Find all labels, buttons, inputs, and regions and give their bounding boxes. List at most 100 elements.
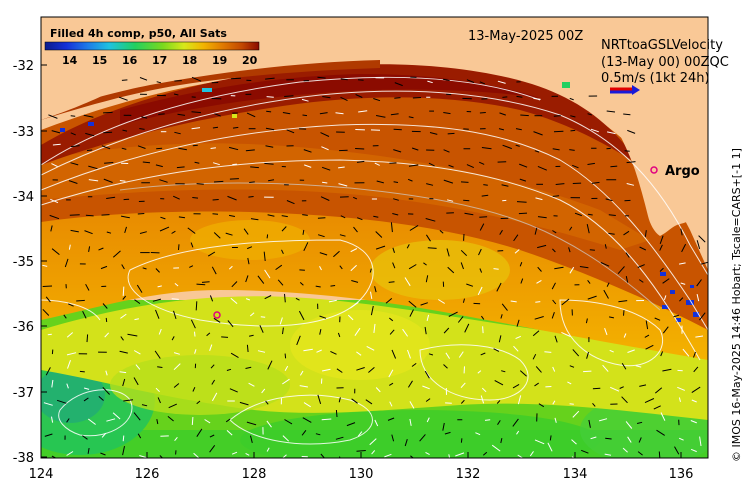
velocity-arrow	[424, 326, 427, 335]
velocity-arrow	[387, 417, 395, 421]
velocity-arrow	[211, 379, 216, 385]
velocity-arrow	[299, 385, 308, 388]
velocity-arrow	[520, 278, 524, 284]
velocity-arrow	[250, 435, 253, 444]
velocity-arrow	[569, 365, 575, 368]
velocity-arrow	[194, 349, 197, 354]
velocity-arrow	[42, 264, 48, 267]
velocity-arrow	[389, 382, 394, 386]
velocity-arrow	[411, 362, 417, 367]
velocity-arrow	[191, 76, 202, 82]
colorbar-tick: 17	[152, 54, 167, 67]
velocity-arrow	[443, 149, 450, 153]
velocity-arrow	[229, 178, 239, 180]
velocity-arrow	[112, 250, 121, 258]
velocity-arrow	[438, 299, 445, 304]
velocity-arrow	[139, 455, 147, 458]
velocity-arrow	[392, 213, 399, 216]
y-tick-label: -36	[13, 320, 34, 335]
velocity-arrow	[213, 317, 221, 323]
velocity-arrow	[408, 264, 417, 270]
velocity-arrow	[303, 402, 311, 408]
velocity-arrow	[267, 214, 275, 217]
velocity-arrow	[268, 179, 275, 182]
velocity-arrow	[232, 126, 239, 129]
velocity-arrow	[425, 275, 429, 283]
velocity-arrow	[320, 453, 325, 458]
velocity-arrow	[133, 412, 141, 421]
y-tick-label: -33	[13, 125, 34, 140]
velocity-arrow	[484, 419, 491, 421]
velocity-arrow	[122, 295, 127, 300]
velocity-arrow	[408, 164, 419, 167]
velocity-arrow	[229, 214, 235, 217]
velocity-arrow	[119, 350, 128, 354]
velocity-arrow	[460, 438, 463, 443]
velocity-arrow	[602, 364, 609, 372]
velocity-arrow	[678, 397, 681, 403]
velocity-arrow	[303, 149, 312, 153]
velocity-arrow	[551, 312, 555, 319]
x-tick-label: 132	[456, 467, 481, 482]
velocity-arrow	[104, 332, 110, 338]
velocity-arrow	[249, 181, 255, 183]
velocity-arrow	[498, 335, 502, 343]
velocity-arrow	[534, 150, 540, 153]
velocity-arrow	[572, 164, 579, 169]
velocity-arrow	[680, 282, 686, 285]
velocity-arrow	[87, 418, 96, 425]
velocity-arrow	[230, 352, 239, 359]
velocity-arrow	[82, 310, 87, 319]
velocity-arrow	[659, 267, 664, 272]
velocity-arrow	[85, 132, 95, 137]
date-label: 13-May-2025 00Z	[468, 29, 583, 44]
velocity-arrow	[119, 180, 126, 182]
velocity-arrow	[393, 198, 399, 201]
velocity-arrow	[211, 392, 218, 402]
velocity-arrow	[636, 421, 643, 424]
velocity-arrow	[553, 130, 564, 133]
velocity-arrow	[462, 298, 465, 303]
velocity-arrow	[299, 282, 304, 286]
velocity-arrow	[134, 318, 139, 321]
velocity-arrow	[370, 291, 373, 299]
velocity-arrow	[609, 349, 614, 353]
velocity-arrow	[356, 351, 362, 356]
velocity-arrow	[319, 252, 328, 256]
velocity-arrow	[264, 295, 272, 300]
velocity-arrow	[419, 434, 426, 442]
velocity-arrow	[696, 293, 700, 302]
velocity-arrow	[516, 201, 527, 203]
velocity-arrow	[552, 148, 560, 151]
velocity-arrow	[134, 299, 141, 305]
velocity-arrow	[554, 266, 564, 270]
velocity-arrow	[574, 212, 582, 217]
velocity-arrow	[232, 163, 237, 166]
velocity-arrow	[625, 252, 630, 258]
velocity-arrow	[443, 179, 454, 184]
velocity-arrow	[303, 348, 313, 352]
velocity-arrow	[70, 162, 79, 166]
velocity-arrow	[388, 317, 394, 322]
velocity-arrow	[500, 314, 503, 319]
velocity-arrow	[333, 250, 340, 258]
y-tick-label: -38	[13, 451, 34, 466]
velocity-arrow	[168, 403, 178, 409]
velocity-arrow	[460, 399, 465, 404]
velocity-arrow	[282, 378, 290, 385]
velocity-arrow	[654, 317, 661, 321]
velocity-arrow	[532, 330, 540, 337]
velocity-arrow	[374, 419, 379, 427]
velocity-arrow	[76, 299, 85, 302]
velocity-arrow	[407, 178, 413, 182]
velocity-arrow	[536, 279, 542, 284]
velocity-arrow	[552, 400, 556, 405]
velocity-arrow	[177, 113, 186, 116]
velocity-arrow	[353, 196, 358, 200]
velocity-arrow	[286, 200, 295, 205]
velocity-arrow	[538, 403, 545, 408]
velocity-arrow	[43, 402, 53, 406]
argo-float-marker[interactable]	[213, 311, 221, 319]
velocity-arrow	[516, 319, 520, 327]
velocity-arrow	[303, 242, 309, 252]
